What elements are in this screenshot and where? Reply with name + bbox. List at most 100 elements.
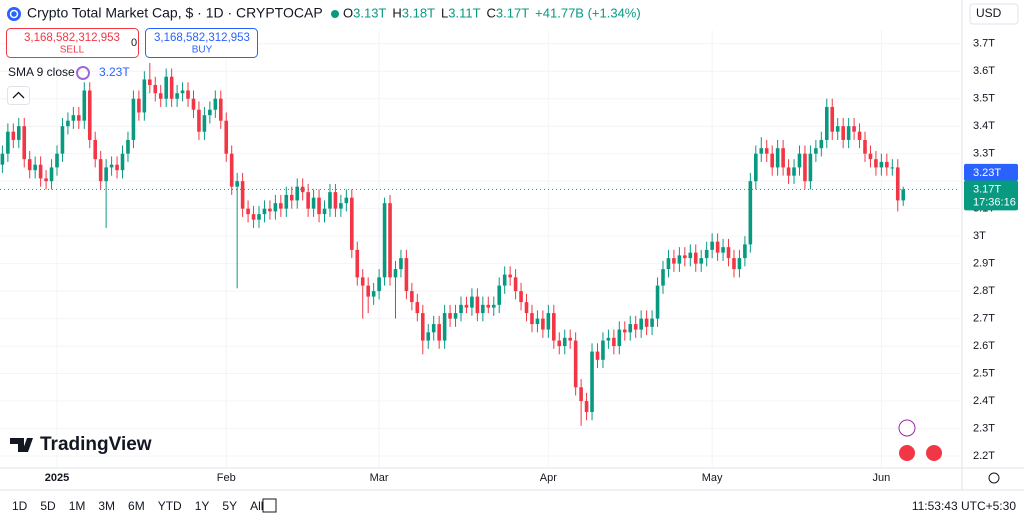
candle-body <box>486 304 491 308</box>
candle-body <box>513 277 518 292</box>
range-button[interactable]: YTD <box>158 499 182 513</box>
candle-body <box>197 109 201 132</box>
range-button[interactable]: 1Y <box>195 499 210 513</box>
range-button[interactable]: 6M <box>128 499 145 513</box>
clock[interactable]: 11:53:43 UTC+5:30 <box>912 499 1017 513</box>
event-icon[interactable] <box>899 445 915 461</box>
candle-body <box>590 351 594 413</box>
candle-body <box>677 255 682 264</box>
candle-body <box>339 203 343 209</box>
brand-mark <box>10 438 33 452</box>
event-icon[interactable] <box>898 419 916 437</box>
candle-body <box>71 115 76 121</box>
candle-body <box>584 401 589 413</box>
candle-body <box>841 126 845 140</box>
candle-body <box>868 153 873 160</box>
candle-body <box>475 296 480 314</box>
collapse-button[interactable] <box>7 86 30 105</box>
candle-body <box>885 161 889 168</box>
candle-body <box>688 252 693 259</box>
y-tick-label: 2.8T <box>973 285 995 297</box>
candle-body <box>153 84 158 94</box>
sell-button[interactable] <box>6 28 139 58</box>
ohlc-value: 3.18T <box>402 5 435 20</box>
candle-body <box>502 274 507 286</box>
candle-body <box>257 214 261 220</box>
candle-body <box>803 153 807 182</box>
candle-body <box>442 313 447 341</box>
candle-body <box>16 126 21 140</box>
candle-body <box>235 181 239 187</box>
range-button[interactable]: 5Y <box>222 499 237 513</box>
candle-body <box>93 139 98 160</box>
buy-label[interactable]: BUY <box>192 45 213 56</box>
candle-body <box>202 115 207 132</box>
candle-body <box>410 291 414 303</box>
sell-price[interactable]: 3,168,582,312,953 <box>24 32 120 44</box>
currency[interactable]: USD <box>976 6 1002 20</box>
candle-body <box>437 324 441 341</box>
date-range-icon[interactable] <box>262 498 277 513</box>
candle-body <box>863 139 867 154</box>
y-tick-label: 3.6T <box>973 65 995 77</box>
range-button[interactable]: 1M <box>69 499 86 513</box>
buy-price[interactable]: 3,168,582,312,953 <box>154 32 250 44</box>
candle-body <box>606 337 611 341</box>
symbol-icon-inner <box>9 9 19 19</box>
candle-body <box>633 324 638 330</box>
candle-body <box>279 203 283 209</box>
candle-body <box>55 153 59 168</box>
candle-body <box>535 318 540 325</box>
range-button[interactable]: 5D <box>40 499 56 513</box>
candle-body <box>530 313 534 325</box>
ohlc-value: 3.11T <box>448 5 480 20</box>
y-tick-label: 2.5T <box>973 367 995 379</box>
candle-body <box>819 139 824 149</box>
candle-body <box>726 247 731 259</box>
sell-label[interactable]: SELL <box>60 45 85 56</box>
candle-body <box>0 153 5 165</box>
candle-body <box>857 131 862 140</box>
x-tick-label: May <box>702 472 723 484</box>
range-button[interactable]: 3M <box>98 499 115 513</box>
candle-body <box>77 115 81 121</box>
candle-body <box>792 167 796 176</box>
candle-body <box>240 181 245 209</box>
candle-body <box>764 148 769 154</box>
candle-body <box>382 203 387 278</box>
settings-icon[interactable] <box>988 472 1000 484</box>
candle-body <box>612 337 616 347</box>
range-button[interactable]: 1D <box>12 499 28 513</box>
candle-body <box>366 285 370 297</box>
candle-body <box>306 192 310 209</box>
candle-body <box>208 109 212 116</box>
candle-body <box>541 318 545 330</box>
buy-button[interactable] <box>145 28 258 58</box>
candle-body <box>229 153 234 187</box>
candle-body <box>562 337 567 347</box>
candle-body <box>126 139 130 154</box>
candle-body <box>224 120 229 154</box>
candle-body <box>622 329 627 333</box>
indicator-icon[interactable] <box>76 66 90 80</box>
range-button[interactable]: All <box>250 499 263 513</box>
currency-button[interactable] <box>969 3 1019 25</box>
candle-body <box>579 387 583 402</box>
candle-body <box>683 255 687 259</box>
candle-body <box>704 249 709 259</box>
symbol-title[interactable]: Crypto Total Market Cap, $ · 1D · CRYPTO… <box>27 5 323 21</box>
candle-body <box>295 186 300 201</box>
candle-body <box>481 304 485 314</box>
candle-body <box>519 291 523 303</box>
event-icon[interactable] <box>926 445 942 461</box>
candle-body <box>628 324 633 333</box>
candle-body <box>546 313 551 330</box>
candle-body <box>666 258 671 270</box>
indicator-name[interactable]: SMA 9 close <box>8 65 75 79</box>
candle-body <box>814 148 818 154</box>
candle-body <box>846 126 851 140</box>
candle-body <box>453 313 458 319</box>
candle-body <box>175 93 179 99</box>
candle-body <box>169 76 174 99</box>
